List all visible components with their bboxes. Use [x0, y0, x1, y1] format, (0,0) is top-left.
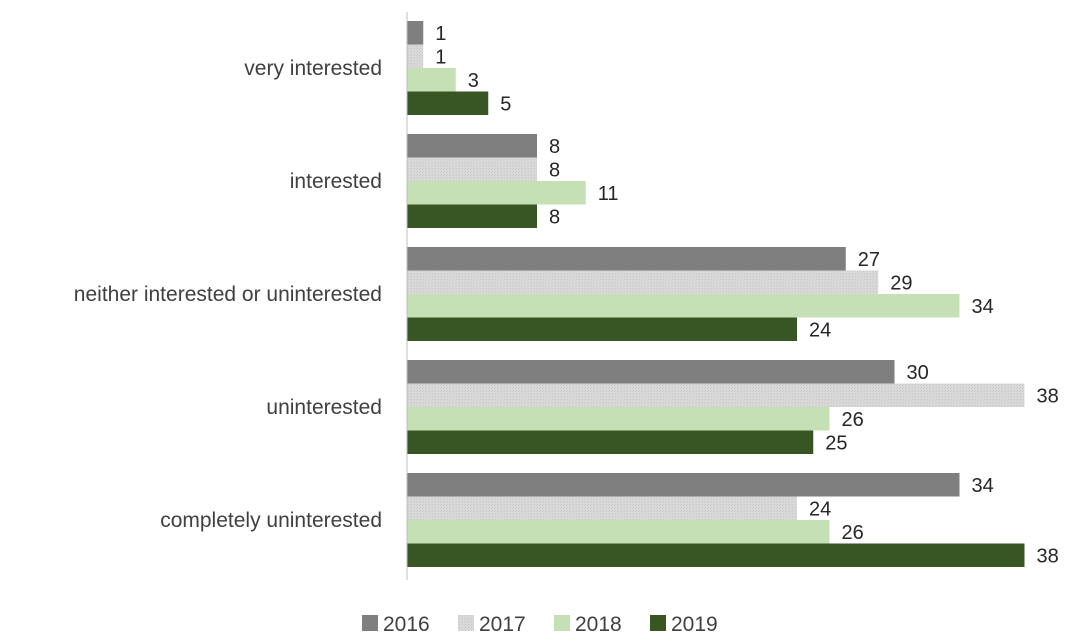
- legend-swatch-2018: [554, 615, 570, 631]
- data-label: 25: [825, 432, 847, 454]
- data-label: 24: [809, 319, 831, 341]
- bar-2017: [407, 44, 424, 68]
- data-label: 8: [549, 206, 560, 228]
- bar-2019: [407, 317, 797, 341]
- bar-2019: [407, 430, 814, 454]
- legend-swatch-2017: [458, 615, 474, 631]
- data-label: 3: [468, 70, 479, 92]
- category-labels-layer: very interested interested neither interes…: [74, 57, 382, 532]
- bar-2018: [407, 68, 456, 92]
- data-label: 8: [549, 136, 560, 158]
- category-label: interested: [290, 170, 382, 193]
- bar-2017: [407, 383, 1025, 407]
- bar-2017: [407, 270, 879, 294]
- legend-label-2016: 2016: [383, 613, 430, 636]
- bars-layer: [407, 21, 1025, 567]
- bar-2018: [407, 181, 586, 205]
- bar-2016: [407, 247, 846, 271]
- bar-2017: [407, 157, 537, 181]
- bar-2019: [407, 543, 1025, 567]
- bar-2016: [407, 360, 895, 384]
- data-label: 38: [1037, 545, 1059, 567]
- legend-swatch-2016: [362, 615, 378, 631]
- bar-2016: [407, 134, 537, 158]
- legend-label-2017: 2017: [479, 613, 526, 636]
- data-label: 26: [842, 522, 864, 544]
- category-label: completely uninterested: [160, 509, 382, 532]
- bar-2016: [407, 21, 424, 45]
- data-label: 29: [890, 272, 912, 294]
- data-label: 34: [972, 296, 994, 318]
- data-label: 1: [435, 46, 446, 68]
- bar-2019: [407, 204, 537, 228]
- legend: 2016 2017 2018 2019: [362, 613, 718, 636]
- legend-label-2019: 2019: [671, 613, 718, 636]
- data-label: 5: [500, 93, 511, 115]
- legend-label-2018: 2018: [575, 613, 622, 636]
- data-label: 34: [972, 475, 994, 497]
- data-label: 38: [1037, 385, 1059, 407]
- data-label: 30: [907, 362, 929, 384]
- bar-2017: [407, 496, 797, 520]
- category-label: neither interested or uninterested: [74, 283, 382, 306]
- data-label: 11: [598, 183, 619, 205]
- bar-2016: [407, 473, 960, 497]
- bar-2018: [407, 407, 830, 431]
- data-label: 1: [435, 23, 446, 45]
- category-label: very interested: [244, 57, 382, 80]
- category-label: uninterested: [266, 396, 382, 419]
- data-label: 27: [858, 249, 880, 271]
- bar-2019: [407, 91, 489, 115]
- data-label: 24: [809, 498, 831, 520]
- legend-swatch-2019: [650, 615, 666, 631]
- bar-2018: [407, 294, 960, 318]
- data-label: 26: [842, 409, 864, 431]
- bar-2018: [407, 520, 830, 544]
- data-label: 8: [549, 159, 560, 181]
